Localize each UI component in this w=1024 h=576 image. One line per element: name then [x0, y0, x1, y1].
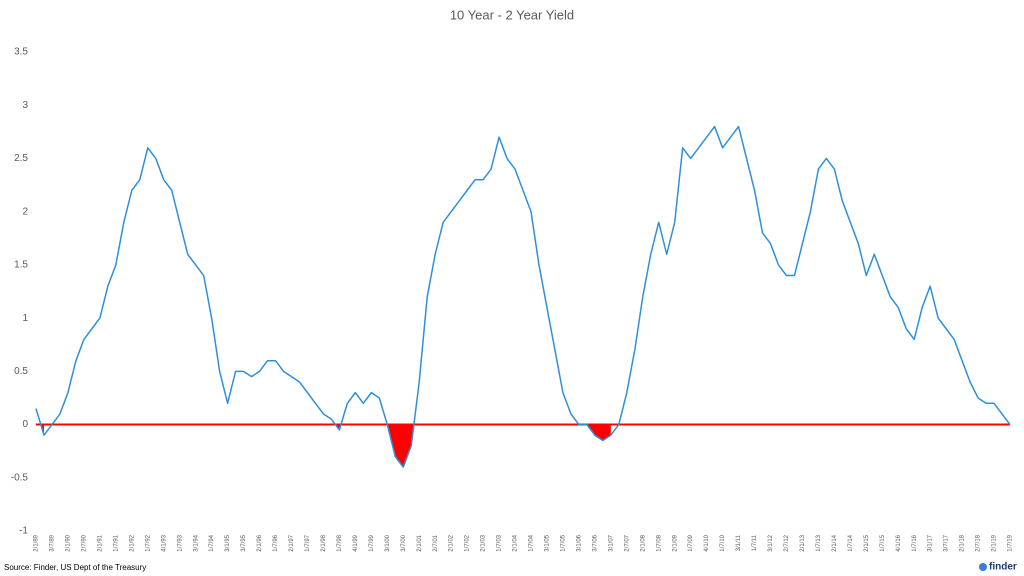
x-tick-label: 1/7/93 — [177, 534, 183, 551]
x-tick-label: 1/7/16 — [912, 534, 918, 551]
x-tick-label: 1/7/19 — [1008, 534, 1014, 551]
x-tick-label: 2/7/12 — [784, 534, 790, 551]
x-tick-label: 3/1/00 — [385, 534, 391, 551]
x-tick-label: 1/7/92 — [145, 534, 151, 551]
y-tick-label: -0.5 — [11, 472, 29, 483]
x-tick-label: 4/1/93 — [161, 534, 167, 551]
x-tick-label: 3/1/12 — [768, 534, 774, 551]
y-tick-label: 1.5 — [14, 260, 28, 271]
x-tick-label: 3/7/17 — [944, 534, 950, 551]
x-tick-label: 1/7/11 — [752, 534, 758, 551]
x-tick-label: 1/7/09 — [688, 534, 694, 551]
logo-icon — [979, 563, 987, 571]
y-tick-label: 2 — [22, 206, 28, 217]
x-tick-label: 1/7/04 — [529, 534, 535, 551]
y-tick-label: 3.5 — [14, 47, 28, 58]
x-tick-label: 2/1/01 — [417, 534, 423, 551]
x-tick-label: 1/7/08 — [656, 534, 662, 551]
x-tick-label: 2/1/96 — [257, 534, 263, 551]
x-tick-label: 3/1/17 — [928, 534, 934, 551]
x-tick-label: 1/7/99 — [369, 534, 375, 551]
x-tick-label: 2/1/19 — [992, 534, 998, 551]
negative-area — [586, 424, 611, 441]
x-tick-label: 3/1/95 — [225, 534, 231, 551]
x-tick-label: 2/1/02 — [449, 534, 455, 551]
x-tick-label: 1/7/13 — [816, 534, 822, 551]
y-tick-label: 2.5 — [14, 153, 28, 164]
x-tick-label: 1/7/97 — [305, 534, 311, 551]
y-tick-label: 0.5 — [14, 366, 28, 377]
logo: finder — [989, 562, 1017, 573]
x-tick-label: 2/1/15 — [864, 534, 870, 551]
x-tick-label: 1/7/15 — [880, 534, 886, 551]
x-tick-label: 3/1/11 — [736, 534, 742, 551]
x-tick-label: 2/1/18 — [960, 534, 966, 551]
x-tick-label: 2/1/90 — [66, 534, 72, 551]
x-tick-label: 2/1/89 — [34, 534, 40, 551]
x-tick-label: 1/7/10 — [720, 534, 726, 551]
x-tick-label: 1/7/98 — [337, 534, 343, 551]
x-tick-label: 2/1/04 — [513, 534, 519, 551]
x-tick-label: 4/1/16 — [896, 534, 902, 551]
x-tick-label: 3/7/95 — [241, 534, 247, 551]
x-tick-label: 3/1/07 — [608, 534, 614, 551]
negative-area — [387, 424, 414, 468]
x-tick-label: 3/1/05 — [545, 534, 551, 551]
x-tick-label: 2/1/14 — [832, 534, 838, 551]
x-tick-label: 2/1/09 — [672, 534, 678, 551]
x-tick-label: 4/1/99 — [353, 534, 359, 551]
x-tick-label: 2/1/13 — [800, 534, 806, 551]
x-tick-label: 2/7/07 — [624, 534, 630, 551]
x-tick-label: 3/7/89 — [50, 534, 56, 551]
x-tick-label: 2/1/08 — [640, 534, 646, 551]
x-tick-label: 2/1/03 — [481, 534, 487, 551]
x-tick-label: 1/7/03 — [497, 534, 503, 551]
y-tick-label: 3 — [22, 100, 28, 111]
y-tick-label: 0 — [22, 419, 28, 430]
x-tick-label: 2/1/98 — [321, 534, 327, 551]
chart-title: 10 Year - 2 Year Yield — [450, 7, 574, 22]
series-line — [35, 125, 1011, 468]
x-tick-label: 1/7/91 — [113, 534, 119, 551]
x-tick-label: 2/7/90 — [81, 534, 87, 551]
x-tick-label: 2/7/18 — [976, 534, 982, 551]
x-tick-label: 1/7/05 — [560, 534, 566, 551]
x-tick-label: 1/7/94 — [209, 534, 215, 551]
y-tick-label: 1 — [22, 313, 28, 324]
x-tick-label: 3/1/94 — [193, 534, 199, 551]
source-note: Source: Finder, US Dept of the Treasury — [4, 563, 146, 572]
x-tick-label: 1/7/02 — [465, 534, 471, 551]
x-tick-label: 3/7/06 — [592, 534, 598, 551]
x-tick-label: 3/1/06 — [576, 534, 582, 551]
x-tick-label: 2/7/01 — [433, 534, 439, 551]
x-tick-label: 4/1/10 — [704, 534, 710, 551]
x-tick-label: 2/1/91 — [97, 534, 103, 551]
x-tick-label: 1/7/96 — [273, 534, 279, 551]
x-tick-label: 2/1/92 — [129, 534, 135, 551]
x-tick-label: 3/7/00 — [401, 534, 407, 551]
y-tick-label: -1 — [19, 526, 28, 537]
x-tick-label: 1/7/14 — [848, 534, 854, 551]
x-tick-label: 2/1/97 — [289, 534, 295, 551]
